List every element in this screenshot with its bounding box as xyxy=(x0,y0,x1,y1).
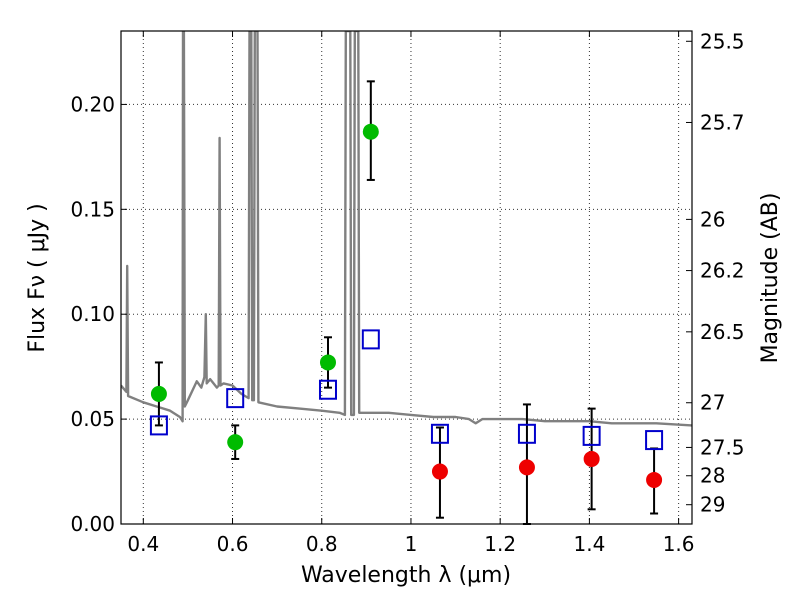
y-tick-label: 0.00 xyxy=(70,512,115,536)
observed-point xyxy=(431,463,448,480)
x-tick-label: 0.8 xyxy=(306,532,338,556)
x-tick-label: 0.6 xyxy=(217,532,249,556)
y-axis-label: Flux Fν ( μJy ) xyxy=(25,203,50,352)
model-square-point xyxy=(318,379,337,400)
right-tick-label: 25.5 xyxy=(700,29,745,53)
model-square-point xyxy=(226,388,245,409)
plot-frame xyxy=(120,30,693,525)
observed-point xyxy=(583,450,600,467)
model-square-point xyxy=(361,329,380,350)
right-tick-label: 27.5 xyxy=(700,435,745,459)
right-axis-label: Magnitude (AB) xyxy=(758,193,783,364)
right-tick-label: 26.2 xyxy=(700,259,745,283)
right-tick-label: 28 xyxy=(700,464,725,488)
model-square-point xyxy=(430,423,449,444)
x-tick-label: 1.6 xyxy=(663,532,695,556)
observed-point xyxy=(150,385,167,402)
y-tick-label: 0.10 xyxy=(70,302,115,326)
right-tick-label: 25.7 xyxy=(700,110,745,134)
model-square-point xyxy=(517,423,536,444)
model-square-point xyxy=(149,415,168,436)
x-tick-label: 1 xyxy=(405,532,418,556)
y-tick-label: 0.05 xyxy=(70,407,115,431)
right-tick-label: 27 xyxy=(700,391,725,415)
x-axis-label: Wavelength λ (μm) xyxy=(301,563,511,588)
model-spectrum xyxy=(121,31,692,427)
model-square-point xyxy=(645,430,664,451)
grid-lines xyxy=(121,31,692,525)
y-tick-label: 0.15 xyxy=(70,197,115,221)
spectrum-line xyxy=(121,31,692,427)
observed-point xyxy=(518,459,535,476)
data-points xyxy=(149,80,664,525)
observed-point xyxy=(646,471,663,488)
x-tick-label: 1.2 xyxy=(484,532,516,556)
observed-point xyxy=(227,434,244,451)
right-tick-label: 26.5 xyxy=(700,320,745,344)
observed-point xyxy=(319,354,336,371)
axis-ticks: 0.4 0.6 0.8 1 1.2 1.4 1.6 0.00 0.05 0.10 0.15 0.20 2… xyxy=(70,29,744,556)
x-tick-label: 0.4 xyxy=(127,532,159,556)
observed-point xyxy=(362,123,379,140)
x-tick-label: 1.4 xyxy=(573,532,605,556)
model-square-point xyxy=(582,425,601,446)
y-tick-label: 0.20 xyxy=(70,92,115,116)
right-tick-label: 26 xyxy=(700,207,725,231)
right-tick-label: 29 xyxy=(700,493,725,517)
